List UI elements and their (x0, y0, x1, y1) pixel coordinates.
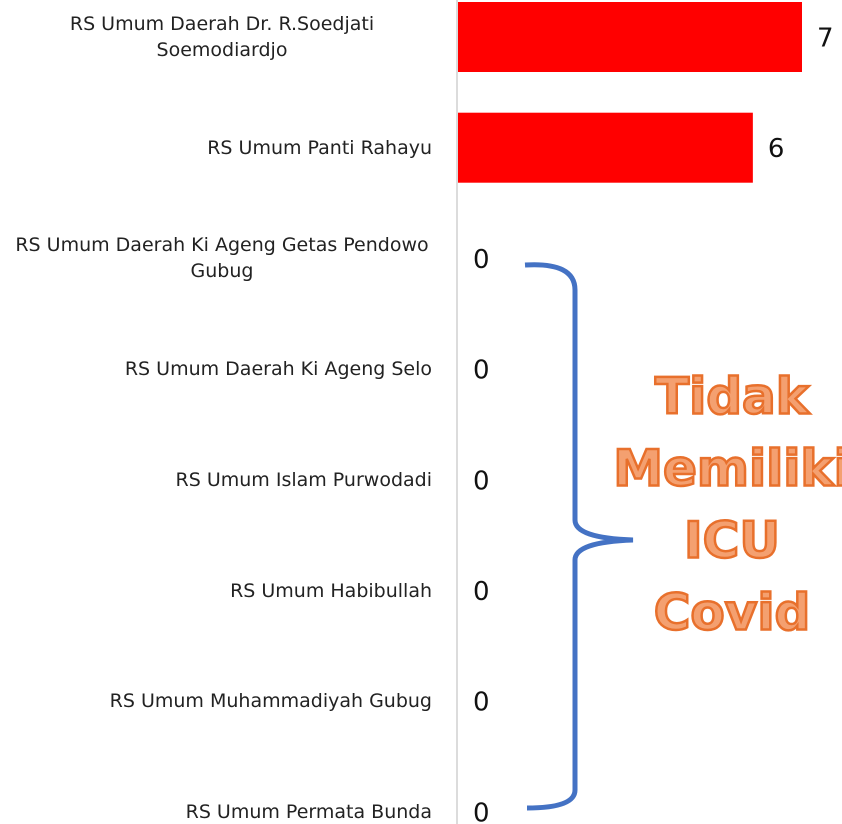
value-label: 0 (473, 245, 490, 275)
annotation: Covid (654, 584, 811, 642)
annotation: Tidak (655, 368, 811, 426)
annotation: ICU (684, 512, 780, 570)
bar (458, 2, 802, 72)
value-label: 0 (473, 466, 490, 496)
value-label: 7 (817, 24, 834, 54)
value-label: 0 (473, 688, 490, 718)
value-label: 0 (473, 577, 490, 607)
value-label: 0 (473, 356, 490, 386)
bar (458, 112, 753, 183)
value-label: 0 (473, 798, 490, 824)
brace (524, 262, 634, 811)
category-label: RS Umum Daerah Ki Ageng Selo (124, 358, 432, 381)
category-label: RS Umum Habibullah (230, 579, 432, 602)
category-label: RS Umum Daerah Ki Ageng Getas Pendowo Gu… (15, 234, 429, 283)
category-label: RS Umum Muhammadiyah Gubug (109, 690, 432, 713)
category-label: RS Umum Panti Rahayu (207, 136, 432, 159)
annotation: Memiliki (613, 440, 842, 498)
category-label: RS Umum Islam Purwodadi (175, 468, 432, 491)
category-label: RS Umum Permata Bunda (185, 800, 432, 823)
value-label: 6 (768, 134, 785, 164)
category-label: RS Umum Daerah Dr. R.Soedjati Soemodiard… (69, 13, 375, 61)
